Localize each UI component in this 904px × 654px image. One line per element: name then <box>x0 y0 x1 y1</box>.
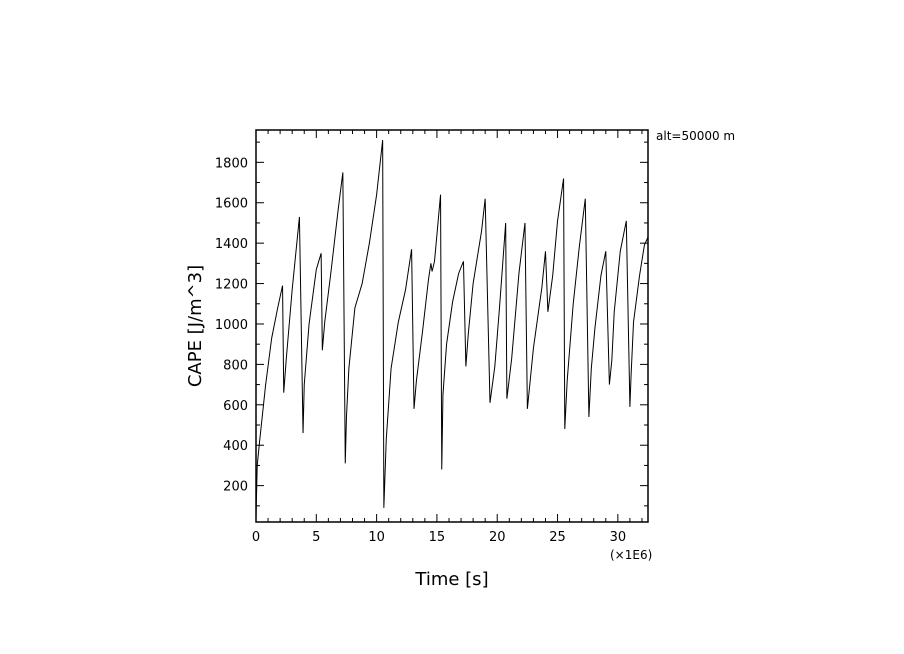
x-tick-label: 15 <box>429 530 446 545</box>
plot-frame <box>255 129 649 523</box>
y-tick-label: 1000 <box>215 318 248 333</box>
x-multiplier-label: (×1E6) <box>610 548 652 562</box>
y-axis-title: CAPE [J/m^3] <box>185 265 206 387</box>
y-tick-label: 800 <box>223 358 248 373</box>
y-tick-label: 1800 <box>215 156 248 171</box>
y-tick-label: 600 <box>223 399 248 414</box>
x-tick-label: 20 <box>489 530 506 545</box>
axis-ticks <box>255 130 648 522</box>
x-tick-label: 10 <box>368 530 385 545</box>
y-tick-label: 200 <box>223 480 248 495</box>
x-tick-label: 5 <box>312 530 320 545</box>
x-axis-title: Time [s] <box>414 569 488 590</box>
x-tick-label: 25 <box>549 530 566 545</box>
y-tick-label: 1600 <box>215 197 248 212</box>
y-tick-label: 1200 <box>215 278 248 293</box>
axis-tick-labels: 0 5 10 15 20 25 30 200 400 600 800 1000 1200 1400 1600… <box>215 156 626 545</box>
x-tick-label: 0 <box>252 530 260 545</box>
altitude-annotation: alt=50000 m <box>656 129 735 143</box>
x-tick-label: 30 <box>610 530 627 545</box>
series-line-cape <box>255 140 649 518</box>
y-tick-label: 400 <box>223 439 248 454</box>
y-tick-label: 1400 <box>215 237 248 252</box>
